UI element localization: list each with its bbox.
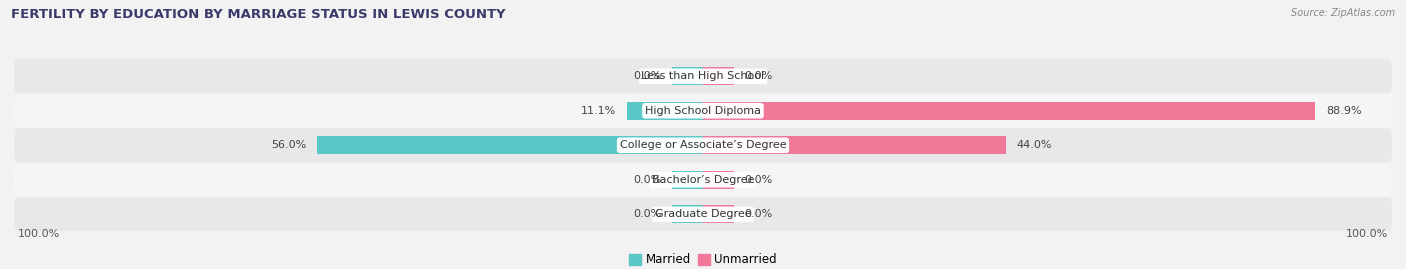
- Text: 0.0%: 0.0%: [634, 209, 662, 219]
- Bar: [672, 171, 703, 189]
- Bar: [627, 102, 703, 120]
- Text: Source: ZipAtlas.com: Source: ZipAtlas.com: [1291, 8, 1395, 18]
- Text: 100.0%: 100.0%: [17, 229, 59, 239]
- Bar: [703, 67, 734, 85]
- Text: 100.0%: 100.0%: [1347, 229, 1389, 239]
- Bar: [703, 136, 1007, 154]
- Bar: [672, 67, 703, 85]
- Text: 0.0%: 0.0%: [744, 175, 772, 185]
- Text: Graduate Degree: Graduate Degree: [655, 209, 751, 219]
- Text: 0.0%: 0.0%: [744, 209, 772, 219]
- FancyBboxPatch shape: [14, 197, 1392, 231]
- Text: College or Associate’s Degree: College or Associate’s Degree: [620, 140, 786, 150]
- Text: 0.0%: 0.0%: [744, 71, 772, 81]
- Text: 44.0%: 44.0%: [1017, 140, 1052, 150]
- Bar: [672, 205, 703, 223]
- FancyBboxPatch shape: [14, 59, 1392, 93]
- Text: 0.0%: 0.0%: [634, 175, 662, 185]
- Bar: [703, 205, 734, 223]
- FancyBboxPatch shape: [14, 94, 1392, 128]
- Text: Less than High School: Less than High School: [641, 71, 765, 81]
- Legend: Married, Unmarried: Married, Unmarried: [624, 249, 782, 269]
- Text: Bachelor’s Degree: Bachelor’s Degree: [652, 175, 754, 185]
- FancyBboxPatch shape: [14, 163, 1392, 197]
- Bar: [703, 102, 1316, 120]
- Bar: [703, 171, 734, 189]
- Bar: [318, 136, 703, 154]
- Text: 56.0%: 56.0%: [271, 140, 307, 150]
- FancyBboxPatch shape: [14, 128, 1392, 162]
- Text: 11.1%: 11.1%: [581, 106, 616, 116]
- Text: FERTILITY BY EDUCATION BY MARRIAGE STATUS IN LEWIS COUNTY: FERTILITY BY EDUCATION BY MARRIAGE STATU…: [11, 8, 506, 21]
- Text: 88.9%: 88.9%: [1326, 106, 1361, 116]
- Text: High School Diploma: High School Diploma: [645, 106, 761, 116]
- Text: 0.0%: 0.0%: [634, 71, 662, 81]
